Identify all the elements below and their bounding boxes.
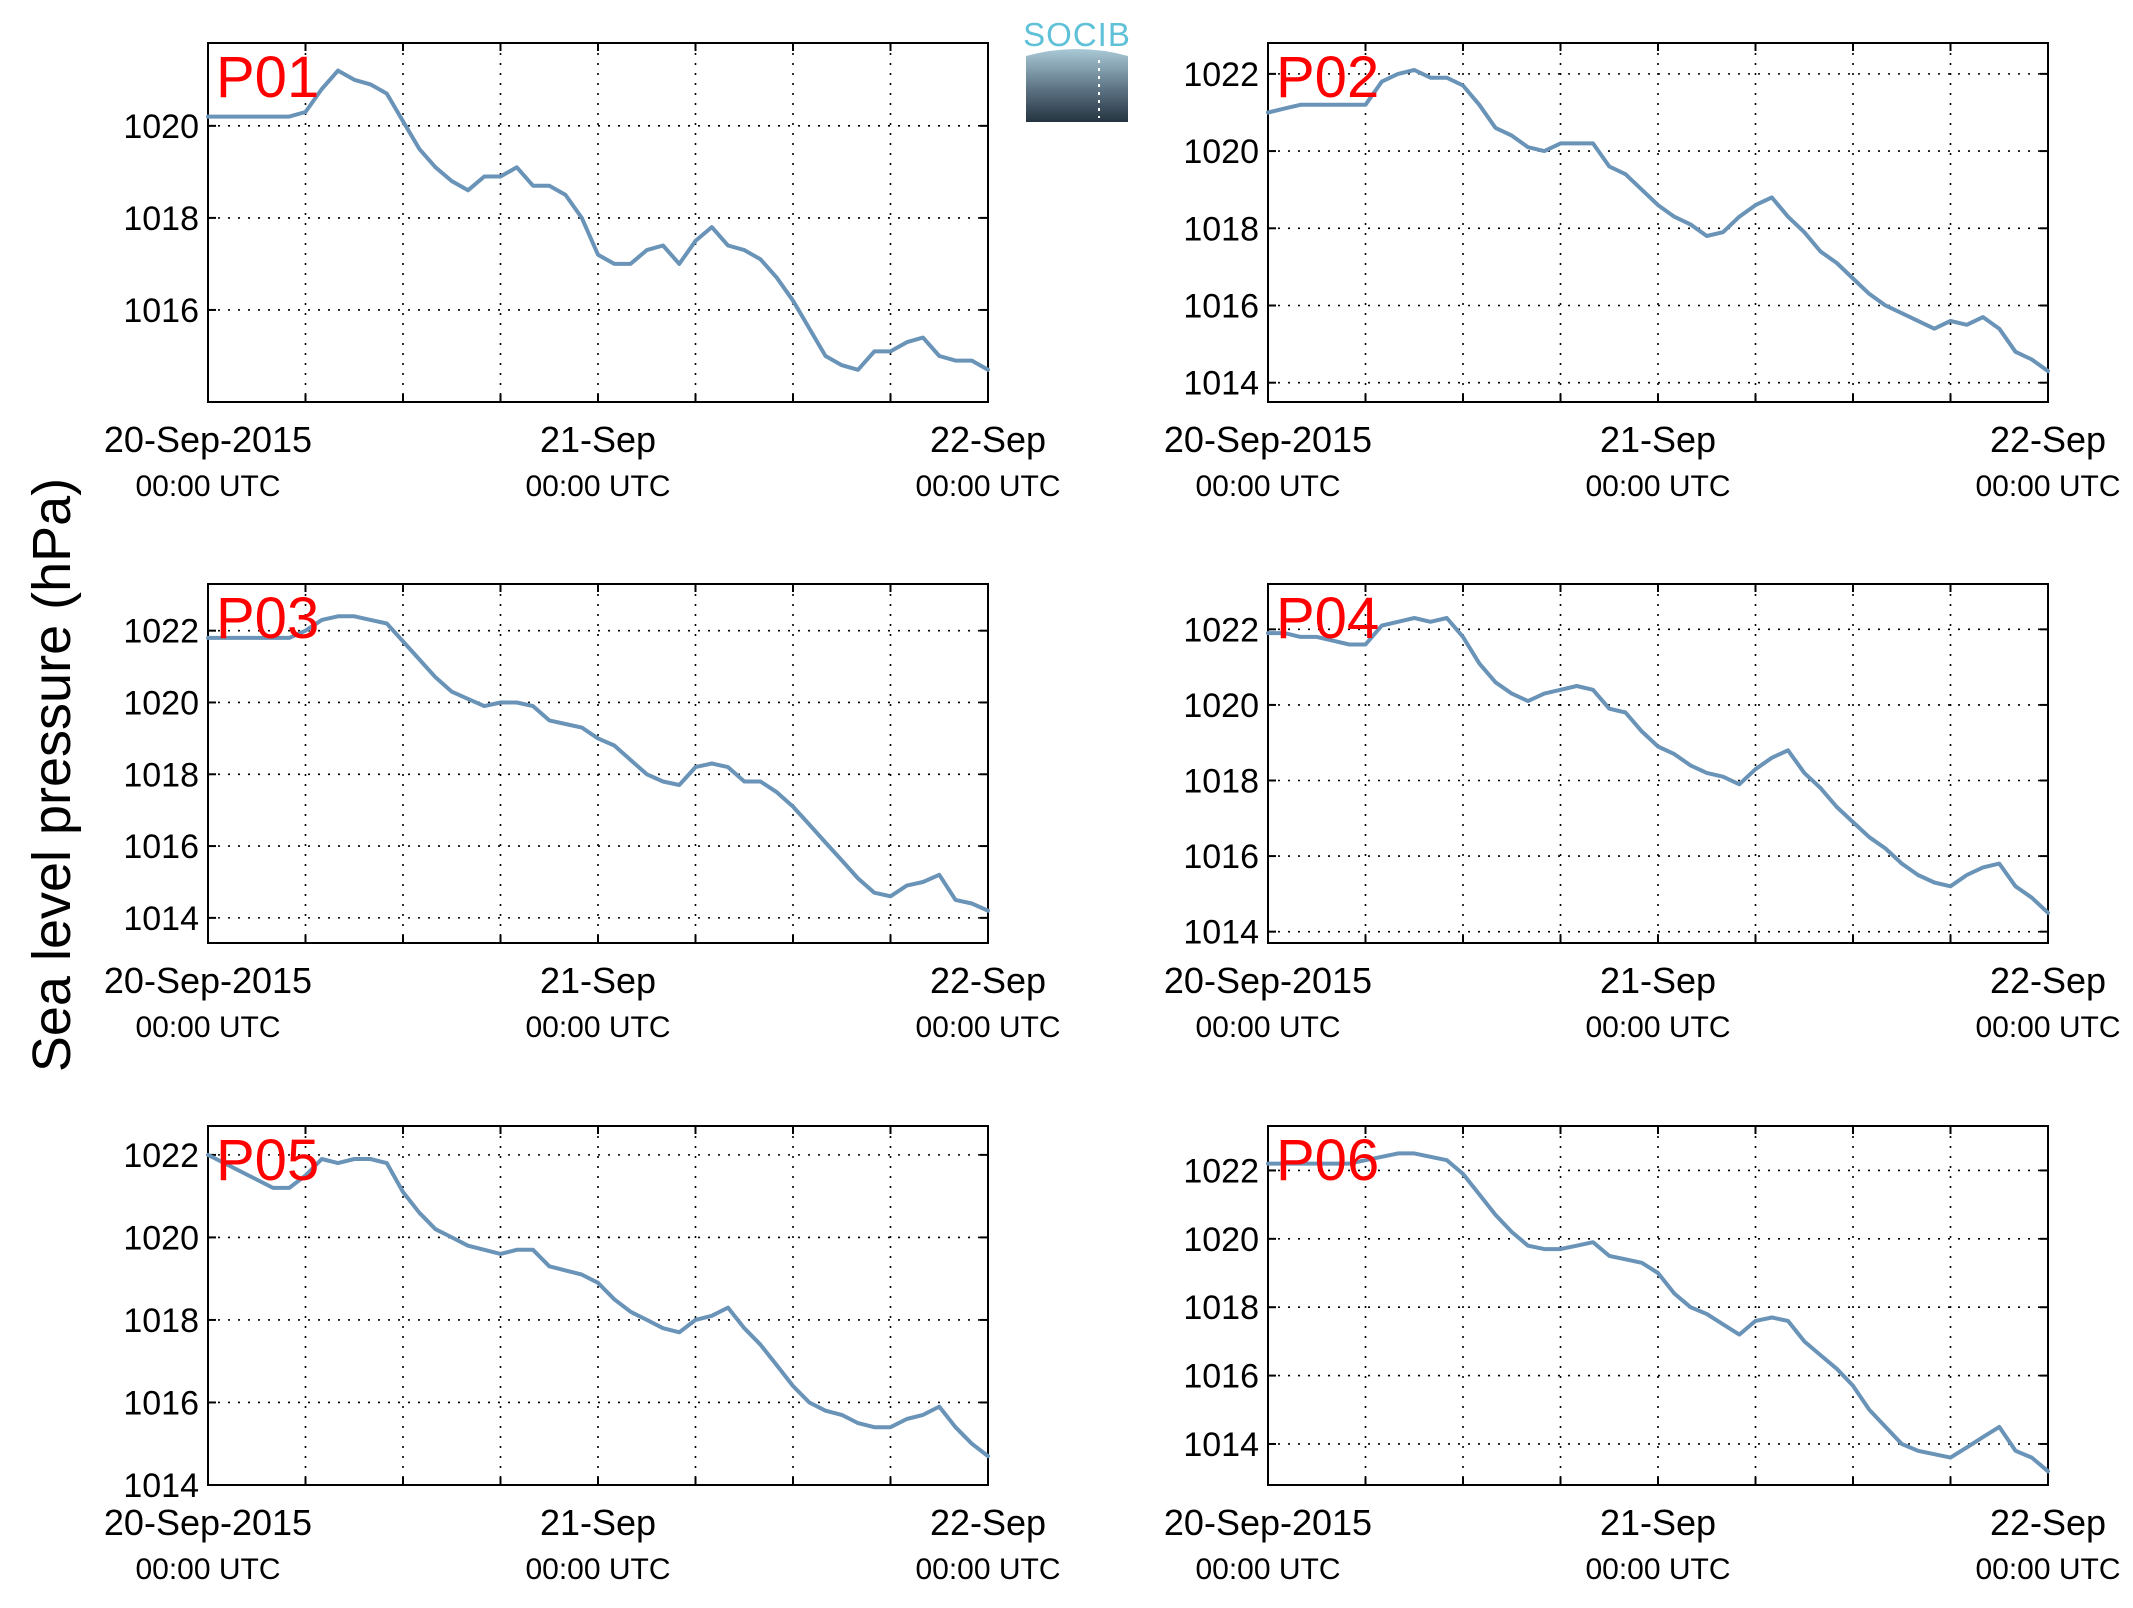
x-tick-label: 20-Sep-2015 [1164, 960, 1372, 1001]
panel-label: P06 [1276, 1128, 1379, 1193]
x-tick-sublabel: 00:00 UTC [135, 1553, 280, 1586]
x-tick-sublabel: 00:00 UTC [525, 1011, 670, 1044]
y-tick-label: 1018 [1183, 1289, 1259, 1327]
series-line [1266, 68, 2050, 374]
x-tick-label: 22-Sep [930, 960, 1046, 1001]
y-tick-label: 1020 [123, 108, 199, 146]
y-tick-label: 1014 [123, 1467, 199, 1505]
x-tick-sublabel: 00:00 UTC [525, 1553, 670, 1586]
y-tick-label: 1014 [123, 900, 199, 938]
y-tick-label: 1016 [1183, 838, 1259, 876]
y-tick-label: 1018 [1183, 210, 1259, 248]
y-axis-label: Sea level pressure (hPa) [22, 478, 82, 1072]
x-tick-sublabel: 00:00 UTC [915, 1011, 1060, 1044]
y-tick-label: 1016 [1183, 287, 1259, 325]
y-tick-label: 1020 [1183, 687, 1259, 725]
y-tick-label: 1018 [123, 1302, 199, 1340]
y-tick-label: 1016 [123, 1384, 199, 1422]
series-line [1266, 616, 2050, 915]
panel-label: P05 [216, 1128, 319, 1193]
panel-label: P04 [1276, 586, 1379, 651]
y-tick-label: 1016 [123, 292, 199, 330]
y-tick-label: 1018 [1183, 763, 1259, 801]
series-line [206, 1152, 990, 1459]
x-tick-label: 21-Sep [540, 960, 656, 1001]
x-tick-label: 22-Sep [1990, 960, 2106, 1001]
y-tick-label: 1020 [123, 684, 199, 722]
x-tick-label: 20-Sep-2015 [1164, 419, 1372, 460]
y-tick-label: 1018 [123, 756, 199, 794]
y-tick-label: 1022 [123, 613, 199, 651]
x-tick-sublabel: 00:00 UTC [1975, 1553, 2120, 1586]
x-tick-label: 22-Sep [1990, 1502, 2106, 1543]
y-tick-label: 1016 [1183, 1358, 1259, 1396]
logo-emblem [1026, 49, 1128, 122]
x-tick-label: 20-Sep-2015 [104, 960, 312, 1001]
y-tick-label: 1022 [1183, 56, 1259, 94]
x-tick-sublabel: 00:00 UTC [135, 1011, 280, 1044]
socib-logo-text: SOCIB [1023, 16, 1131, 53]
chart-panel-p02: 1014 1016 1018 1020 1022 20-Sep-2015 00:00 UTC… [1164, 42, 2121, 503]
y-tick-label: 1014 [1183, 365, 1259, 403]
chart-panel-p05: 1014 1016 1018 1020 1022 20-Sep-2015 00:00 UTC… [104, 1125, 1061, 1586]
y-tick-label: 1016 [123, 828, 199, 866]
x-tick-label: 22-Sep [1990, 419, 2106, 460]
x-tick-sublabel: 00:00 UTC [1195, 1553, 1340, 1586]
chart-panel-p06: 1014 1016 1018 1020 1022 20-Sep-2015 00:00 UTC… [1164, 1125, 2121, 1586]
y-tick-label: 1022 [1183, 1152, 1259, 1190]
y-tick-label: 1020 [123, 1219, 199, 1257]
y-tick-label: 1014 [1183, 914, 1259, 952]
x-tick-label: 22-Sep [930, 1502, 1046, 1543]
panel-label: P02 [1276, 45, 1379, 110]
x-tick-label: 20-Sep-2015 [1164, 1502, 1372, 1543]
series-line [206, 614, 990, 913]
x-tick-sublabel: 00:00 UTC [915, 1553, 1060, 1586]
socib-logo: SOCIB [1023, 16, 1131, 122]
x-tick-sublabel: 00:00 UTC [1585, 1011, 1730, 1044]
y-tick-label: 1022 [1183, 611, 1259, 649]
panel-label: P03 [216, 586, 319, 651]
x-tick-sublabel: 00:00 UTC [1585, 470, 1730, 503]
x-tick-sublabel: 00:00 UTC [1195, 1011, 1340, 1044]
chart-panel-p04: 1014 1016 1018 1020 1022 20-Sep-2015 00:00 UTC… [1164, 583, 2121, 1044]
panel-label: P01 [216, 45, 319, 110]
y-tick-label: 1020 [1183, 1221, 1259, 1259]
x-tick-sublabel: 00:00 UTC [525, 470, 670, 503]
x-tick-label: 20-Sep-2015 [104, 1502, 312, 1543]
y-tick-label: 1022 [123, 1137, 199, 1175]
x-tick-sublabel: 00:00 UTC [1585, 1553, 1730, 1586]
x-tick-label: 21-Sep [540, 419, 656, 460]
x-tick-label: 20-Sep-2015 [104, 419, 312, 460]
x-tick-label: 21-Sep [1600, 960, 1716, 1001]
chart-panel-p03: 1014 1016 1018 1020 1022 20-Sep-2015 00:00 UTC… [104, 583, 1061, 1044]
x-tick-label: 21-Sep [1600, 1502, 1716, 1543]
x-tick-sublabel: 00:00 UTC [1195, 470, 1340, 503]
x-tick-sublabel: 00:00 UTC [915, 470, 1060, 503]
y-tick-label: 1014 [1183, 1426, 1259, 1464]
x-tick-label: 21-Sep [1600, 419, 1716, 460]
x-tick-label: 21-Sep [540, 1502, 656, 1543]
x-tick-sublabel: 00:00 UTC [135, 470, 280, 503]
y-tick-label: 1018 [123, 200, 199, 238]
series-line [1266, 1151, 2050, 1474]
y-tick-label: 1020 [1183, 133, 1259, 171]
series-line [206, 68, 990, 372]
x-tick-sublabel: 00:00 UTC [1975, 1011, 2120, 1044]
x-tick-label: 22-Sep [930, 419, 1046, 460]
x-tick-sublabel: 00:00 UTC [1975, 470, 2120, 503]
chart-panels: 1016 1018 1020 20-Sep-2015 00:00 UTC 21-Sep 00… [104, 42, 2121, 1586]
chart-panel-p01: 1016 1018 1020 20-Sep-2015 00:00 UTC 21-Sep 00… [104, 42, 1061, 503]
